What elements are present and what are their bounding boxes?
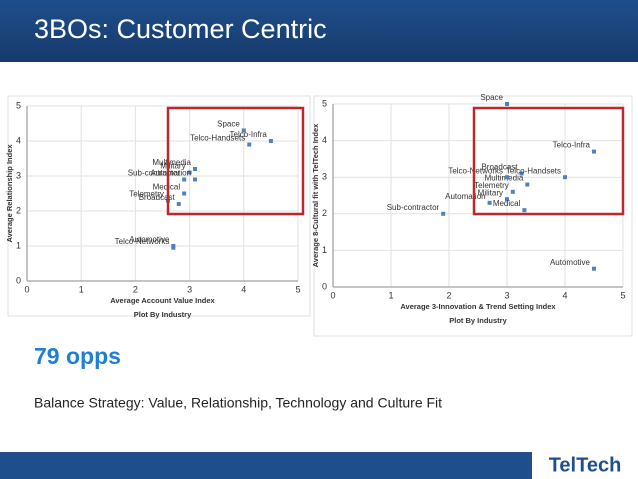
x-tick-label: 1: [388, 290, 393, 300]
point-label: Medical: [493, 199, 521, 208]
point-label: Automotive: [129, 235, 170, 244]
headline: 79 opps: [34, 343, 121, 369]
point: [268, 139, 273, 143]
y-tick-label: 1: [322, 245, 327, 255]
point: [592, 266, 596, 271]
point: [193, 167, 198, 171]
y-tick-label: 4: [322, 135, 327, 145]
x-tick-label: 5: [620, 290, 625, 300]
point: [505, 102, 509, 106]
x-tick-label: 5: [295, 284, 300, 294]
highlight-box: [472, 106, 625, 216]
x-tick-label: 1: [79, 284, 84, 294]
x-tick-label: 4: [562, 290, 567, 300]
point-label: Telemetry: [129, 190, 164, 199]
caption: Balance Strategy: Value, Relationship, T…: [34, 395, 442, 411]
point-label: Telemetry: [474, 181, 509, 190]
point-label: Space: [480, 93, 503, 102]
title-bar: [0, 0, 638, 62]
point-label: Space: [217, 120, 240, 129]
point-label: Telco-Infra: [553, 141, 591, 150]
point-label: Automotive: [550, 258, 591, 267]
chart-subtitle: Plot By Industry: [134, 310, 192, 319]
point: [525, 182, 530, 187]
point-label: Sub-contractor: [387, 203, 440, 212]
y-tick-label: 2: [16, 205, 21, 215]
point: [241, 128, 246, 133]
x-tick-label: 3: [187, 284, 192, 294]
logo-box: [532, 452, 638, 479]
point: [592, 149, 596, 154]
point: [505, 175, 509, 180]
point-label: Broadcast: [481, 163, 518, 172]
point: [441, 211, 446, 216]
point-label: Telco-Networks: [115, 237, 170, 246]
y-tick-label: 5: [16, 100, 21, 110]
x-tick-label: 3: [504, 290, 509, 300]
highlight-box: [166, 106, 305, 216]
point-label: Automation: [445, 192, 485, 201]
point-label: Telco-Handsets: [506, 166, 561, 175]
y-tick-label: 1: [16, 240, 21, 250]
point: [247, 142, 252, 147]
point: [519, 171, 524, 176]
logo: TelTech: [549, 454, 622, 476]
slide-title: 3BOs: Customer Centric: [34, 14, 327, 44]
y-axis-title: Average Relationship Index: [5, 144, 14, 243]
point: [182, 191, 187, 196]
point-label: Telco-Handsets: [190, 134, 245, 143]
chart-frame: [7, 95, 311, 317]
point: [510, 189, 515, 194]
y-tick-label: 4: [16, 135, 21, 145]
x-tick-label: 2: [446, 290, 451, 300]
point: [187, 170, 192, 175]
point-label: Military: [160, 162, 185, 171]
point: [505, 197, 509, 202]
x-axis-title: Average 3-Innovation & Trend Setting Ind…: [400, 302, 556, 311]
point-label: Telco-Networks: [448, 166, 503, 175]
x-axis-title: Average Account Value Index: [110, 296, 215, 305]
y-axis-title: Average 8-Cultural fit with TelTech Inde…: [311, 123, 320, 267]
x-tick-label: 0: [330, 290, 335, 300]
y-tick-label: 3: [322, 172, 327, 182]
point-label: Automation: [151, 169, 191, 178]
point: [171, 245, 176, 250]
y-tick-label: 5: [322, 98, 327, 108]
point: [176, 202, 181, 206]
point-label: Multimedia: [152, 158, 191, 167]
point-label: Military: [478, 188, 503, 197]
point: [487, 200, 492, 205]
y-tick-label: 2: [322, 208, 327, 218]
y-tick-label: 3: [16, 170, 21, 180]
y-tick-label: 0: [322, 281, 327, 291]
point-label: Medical: [153, 183, 181, 192]
x-tick-label: 4: [241, 284, 246, 294]
y-tick-label: 0: [16, 275, 21, 285]
point: [563, 175, 567, 180]
point: [522, 208, 527, 213]
x-tick-label: 2: [133, 284, 138, 294]
point-label: Multimedia: [485, 174, 524, 183]
point-label: Telco-Infra: [230, 130, 268, 139]
point: [182, 177, 187, 182]
point-label: Sub-contractor: [128, 169, 181, 178]
chart-subtitle: Plot By Industry: [449, 316, 507, 325]
point-label: Broadcast: [139, 193, 176, 202]
point: [193, 177, 198, 182]
footer-bar: [0, 452, 638, 479]
x-tick-label: 0: [24, 284, 29, 294]
